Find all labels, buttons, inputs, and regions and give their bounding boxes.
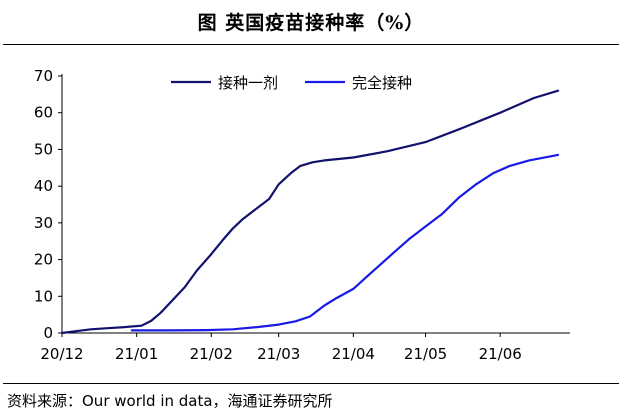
y-tick-label: 70 bbox=[34, 67, 53, 85]
x-tick-label: 20/12 bbox=[40, 345, 83, 363]
source-note: 资料来源：Our world in data，海通证券研究所 bbox=[7, 392, 333, 410]
y-tick-label: 30 bbox=[34, 214, 53, 232]
chart-legend: 接种一剂 完全接种 bbox=[171, 74, 412, 92]
chart-title-bar: 图 英国疫苗接种率（%） bbox=[3, 1, 619, 42]
title-divider bbox=[3, 44, 619, 45]
x-tick-label: 21/01 bbox=[115, 345, 158, 363]
series-line-1 bbox=[60, 89, 560, 335]
y-tick-label: 40 bbox=[34, 177, 53, 195]
y-tick-label: 20 bbox=[34, 251, 53, 269]
y-tick-label: 50 bbox=[34, 140, 53, 158]
y-tick-label: 60 bbox=[34, 104, 53, 122]
x-tick-label: 21/05 bbox=[404, 345, 447, 363]
chart-axes: 0 10 20 30 40 50 60 70 20/12 21/01 21/02 21/03 21/04… bbox=[34, 67, 570, 363]
legend-label-2: 完全接种 bbox=[352, 74, 412, 92]
y-tick-label: 0 bbox=[43, 324, 53, 342]
chart-series bbox=[60, 89, 560, 335]
x-tick-label: 21/02 bbox=[190, 345, 233, 363]
x-tick-label: 21/06 bbox=[479, 345, 522, 363]
y-tick-label: 10 bbox=[34, 287, 53, 305]
source-divider bbox=[3, 383, 619, 384]
series-line-2 bbox=[130, 153, 560, 332]
chart-title: 图 英国疫苗接种率（%） bbox=[197, 12, 425, 34]
x-tick-label: 21/03 bbox=[257, 345, 300, 363]
legend-label-1: 接种一剂 bbox=[218, 74, 278, 92]
x-tick-label: 21/04 bbox=[332, 345, 375, 363]
